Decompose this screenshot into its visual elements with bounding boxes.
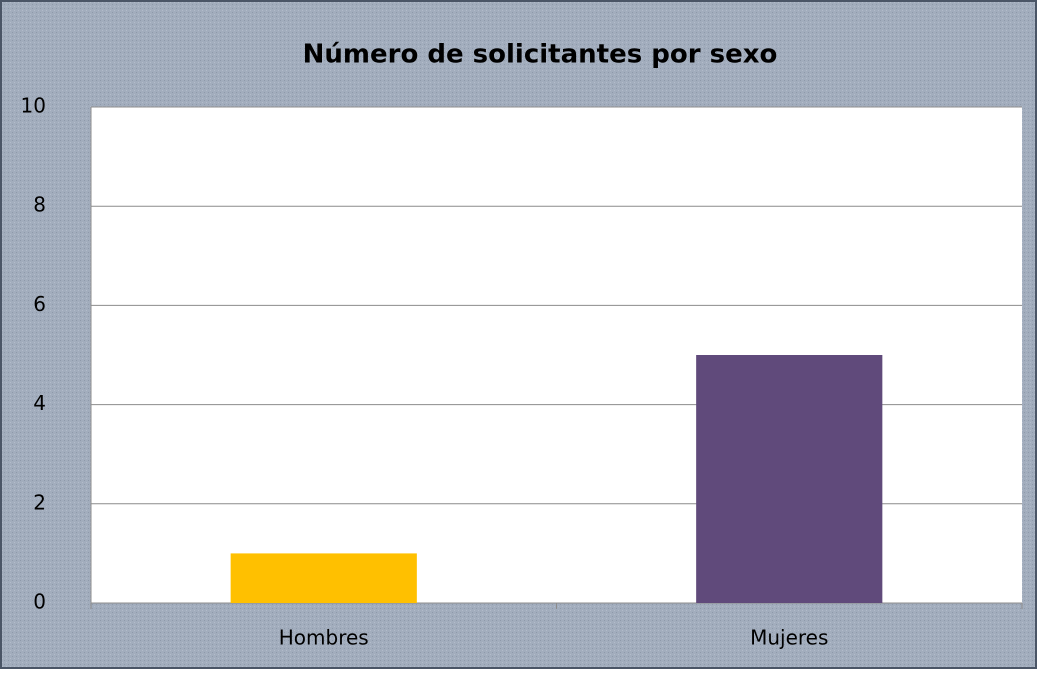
y-tick-label: 2 — [33, 490, 46, 514]
y-tick-label: 4 — [33, 391, 46, 415]
chart-title: Número de solicitantes por sexo — [303, 40, 778, 70]
x-tick-label: Hombres — [279, 626, 369, 650]
bar — [230, 553, 417, 603]
y-tick-label: 8 — [33, 193, 46, 217]
y-tick-label: 0 — [33, 590, 46, 614]
x-tick-label: Mujeres — [750, 626, 828, 650]
y-tick-label: 10 — [21, 94, 46, 118]
y-tick-label: 6 — [33, 292, 46, 316]
bar — [696, 355, 883, 603]
